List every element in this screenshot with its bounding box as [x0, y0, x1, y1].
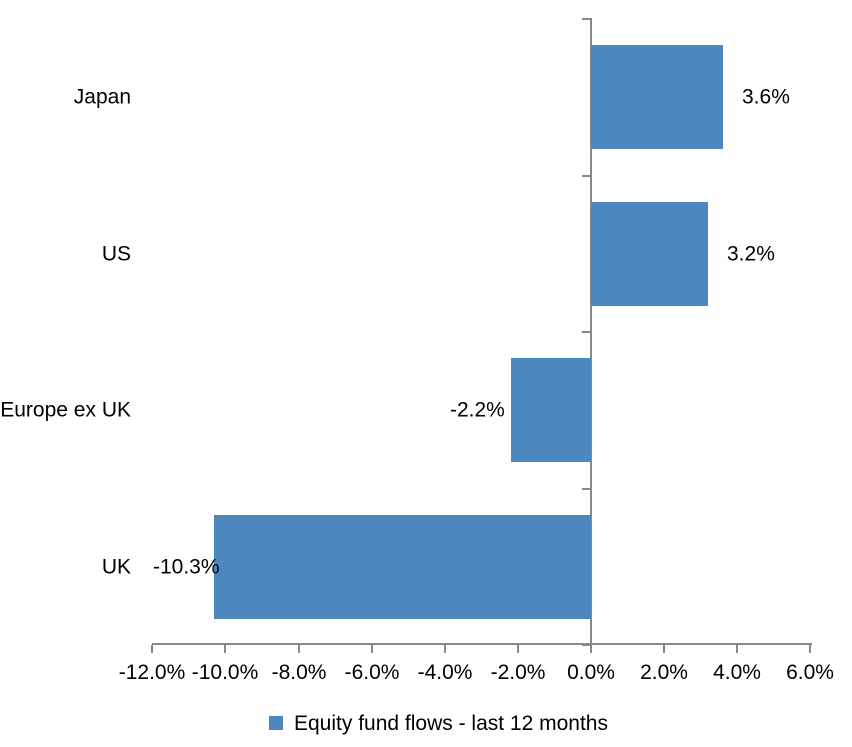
- legend-label: Equity fund flows - last 12 months: [294, 711, 608, 735]
- legend-swatch-icon: [269, 716, 283, 730]
- bar-us: [591, 202, 708, 306]
- category-label-uk: UK: [101, 555, 131, 579]
- category-label-japan: Japan: [73, 85, 131, 109]
- x-axis-tick: [224, 645, 226, 653]
- x-axis-tick-label: -12.0%: [118, 661, 186, 684]
- y-axis-tick: [582, 644, 590, 646]
- x-axis-tick-label: 6.0%: [786, 661, 834, 684]
- value-label-uk: -10.3%: [153, 555, 220, 579]
- x-axis-tick: [736, 645, 738, 653]
- x-axis-tick-label: 0.0%: [567, 661, 615, 684]
- x-axis-tick-label: -4.0%: [417, 661, 473, 684]
- bar-uk: [214, 515, 591, 619]
- bar-europe-ex-uk: [511, 358, 591, 462]
- x-axis-tick: [590, 645, 592, 653]
- x-axis-tick-label: -10.0%: [191, 661, 259, 684]
- legend: Equity fund flows - last 12 months: [269, 713, 608, 734]
- y-axis-tick: [582, 488, 590, 490]
- y-axis-tick: [582, 175, 590, 177]
- x-axis-tick-label: -8.0%: [271, 661, 327, 684]
- x-axis-tick-label: 2.0%: [640, 661, 688, 684]
- x-axis-tick: [444, 645, 446, 653]
- category-label-us: US: [101, 242, 131, 266]
- value-label-japan: 3.6%: [742, 85, 790, 109]
- x-axis-tick-label: -6.0%: [344, 661, 400, 684]
- value-label-europe-ex-uk: -2.2%: [450, 398, 505, 422]
- x-axis-tick: [298, 645, 300, 653]
- category-label-europe-ex-uk: Europe ex UK: [0, 398, 131, 422]
- value-label-us: 3.2%: [727, 242, 775, 266]
- x-axis-line: [152, 643, 812, 645]
- x-axis-tick: [809, 645, 811, 653]
- x-axis-tick-label: 4.0%: [713, 661, 761, 684]
- y-axis-line: [590, 18, 592, 645]
- x-axis-tick: [371, 645, 373, 653]
- y-axis-tick: [582, 331, 590, 333]
- x-axis-tick: [151, 645, 153, 653]
- x-axis-tick: [663, 645, 665, 653]
- bar-japan: [591, 45, 723, 149]
- y-axis-tick: [582, 18, 590, 20]
- x-axis-tick: [517, 645, 519, 653]
- x-axis-tick-label: -2.0%: [490, 661, 546, 684]
